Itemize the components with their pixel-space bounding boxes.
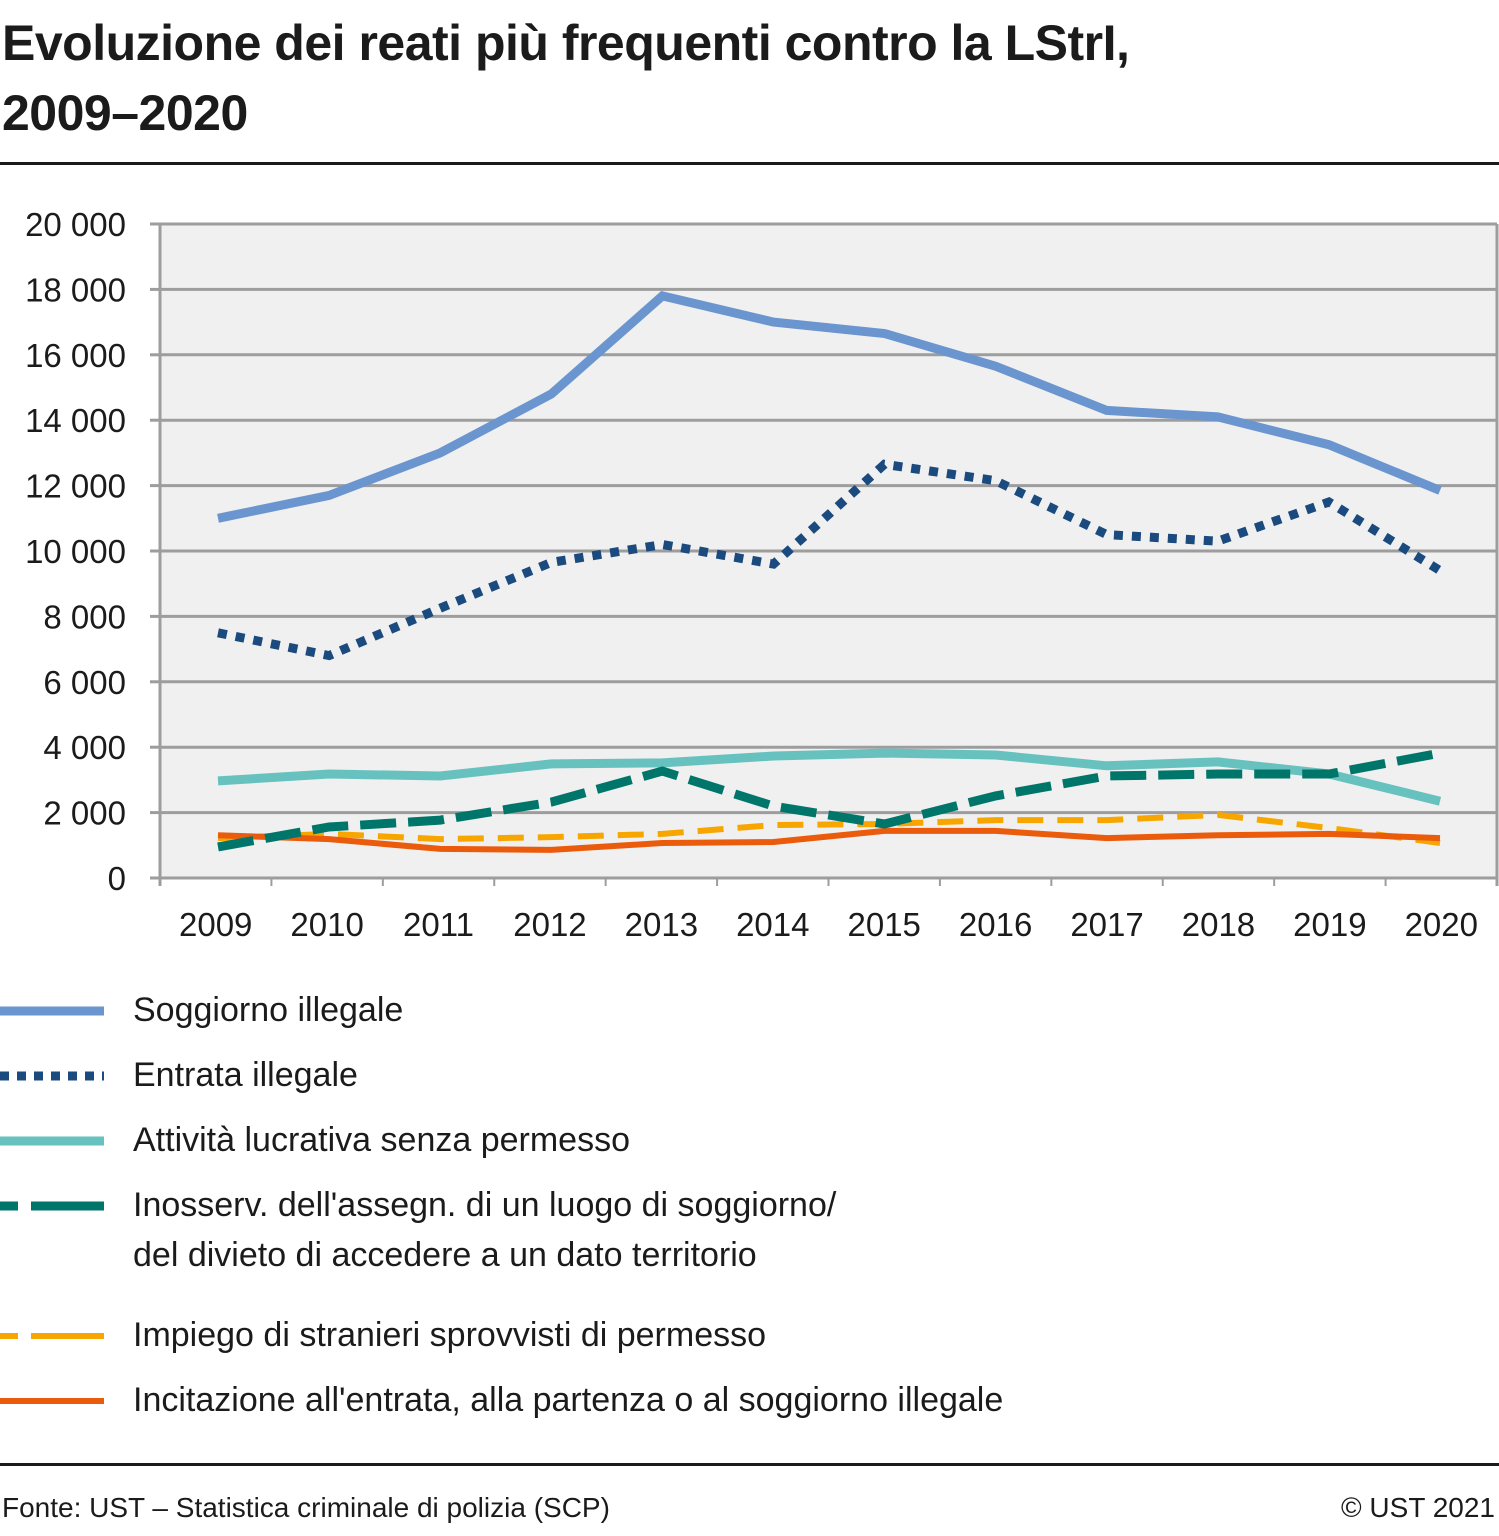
x-tick-label: 2020	[1405, 906, 1478, 943]
line-chart: 0 2 000 4 000 6 000 8 000 10 000 12 000 14 000 1…	[25, 206, 1499, 943]
legend-swatch	[0, 1201, 104, 1211]
y-tick-label: 10 000	[25, 533, 126, 570]
copyright-note: © UST 2021	[1341, 1492, 1495, 1523]
y-tick-label: 14 000	[25, 402, 126, 439]
axes	[150, 222, 1499, 886]
y-tick-label: 2 000	[43, 795, 126, 832]
series-line-0	[217, 290, 1442, 523]
y-tick-label: 18 000	[25, 271, 126, 308]
bottom-divider	[0, 1463, 1499, 1466]
x-tick-label: 2017	[1070, 906, 1143, 943]
x-tick-label: 2012	[513, 906, 586, 943]
legend-label: Entrata illegale	[133, 1056, 358, 1094]
y-tick-label: 20 000	[25, 206, 126, 243]
legend-label: Impiego di stranieri sprovvisti di perme…	[133, 1316, 767, 1354]
y-tick-label: 6 000	[43, 664, 126, 701]
series-line-3	[217, 748, 1441, 852]
gridlines	[160, 222, 1497, 815]
y-tick-label: 4 000	[43, 729, 126, 766]
series-lines	[217, 290, 1443, 853]
legend-swatch	[0, 1333, 104, 1339]
series-line-5	[217, 827, 1441, 853]
chart-title: Evoluzione dei reati più frequenti contr…	[2, 8, 1492, 148]
x-tick-label: 2016	[959, 906, 1032, 943]
x-tick-label: 2013	[625, 906, 698, 943]
series-line-1	[217, 459, 1443, 661]
x-tick-label: 2010	[290, 906, 363, 943]
legend-swatch	[0, 1398, 104, 1404]
chart-title-line-1: Evoluzione dei reati più frequenti contr…	[2, 15, 1130, 71]
x-tick-label: 2014	[736, 906, 809, 943]
legend-swatch	[0, 1136, 104, 1146]
legend-label: Attività lucrativa senza permesso	[133, 1121, 630, 1159]
x-tick-label: 2018	[1182, 906, 1255, 943]
y-tick-label: 16 000	[25, 337, 126, 374]
top-divider	[0, 162, 1499, 165]
x-tick-label: 2015	[847, 906, 920, 943]
source-note: Fonte: UST – Statistica criminale di pol…	[2, 1492, 610, 1523]
series-line-4	[217, 811, 1441, 846]
series-line-2	[217, 748, 1442, 806]
y-tick-label: 8 000	[43, 598, 126, 635]
legend-swatch	[0, 1006, 104, 1016]
legend-label: Soggiorno illegale	[133, 991, 404, 1029]
y-tick-label: 12 000	[25, 468, 126, 505]
x-tick-label: 2011	[403, 906, 474, 943]
chart-title-line-2: 2009–2020	[2, 85, 248, 141]
y-axis-ticks: 0 2 000 4 000 6 000 8 000 10 000 12 000 14 000 1…	[25, 206, 126, 897]
legend-swatch	[0, 1071, 104, 1081]
x-tick-label: 2009	[179, 906, 252, 943]
y-tick-label: 0	[108, 860, 126, 897]
x-tick-label: 2019	[1293, 906, 1366, 943]
x-axis-ticks: 2009 2010 2011 2012 2013 2014 2015 2016 2017 2018…	[179, 906, 1478, 943]
legend-label: Inosserv. dell'assegn. di un luogo di so…	[133, 1186, 837, 1274]
legend-label: Incitazione all'entrata, alla partenza o…	[133, 1381, 1004, 1419]
